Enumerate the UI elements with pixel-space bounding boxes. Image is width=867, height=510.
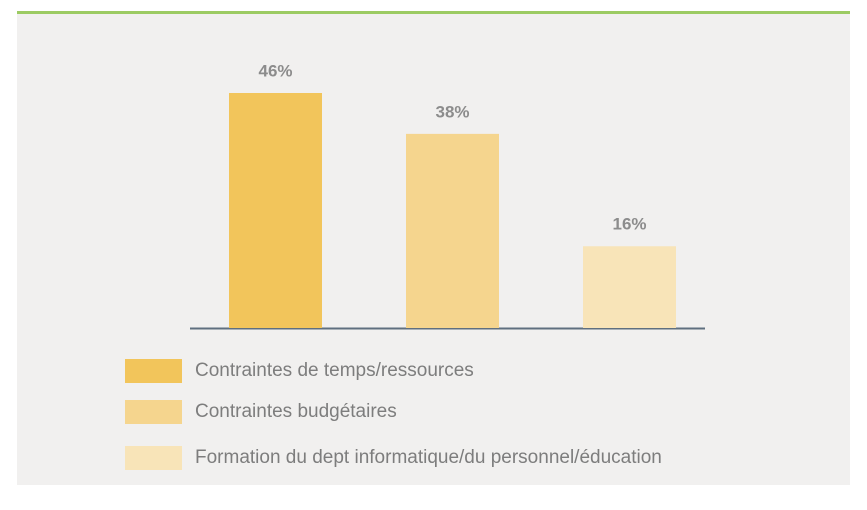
- data-label: 38%: [435, 102, 469, 121]
- legend-swatch: [125, 446, 182, 470]
- bar: [229, 93, 322, 328]
- legend-swatch: [125, 400, 182, 424]
- legend-label: Contraintes de temps/ressources: [195, 360, 474, 381]
- bar: [406, 133, 499, 328]
- legend-label: Formation du dept informatique/du person…: [195, 447, 662, 468]
- data-label: 16%: [612, 215, 646, 234]
- legend-swatch: [125, 359, 182, 383]
- legend-label: Contraintes budgétaires: [195, 401, 397, 422]
- top-rule: [17, 11, 850, 14]
- bar: [583, 246, 676, 328]
- data-label: 46%: [258, 61, 292, 80]
